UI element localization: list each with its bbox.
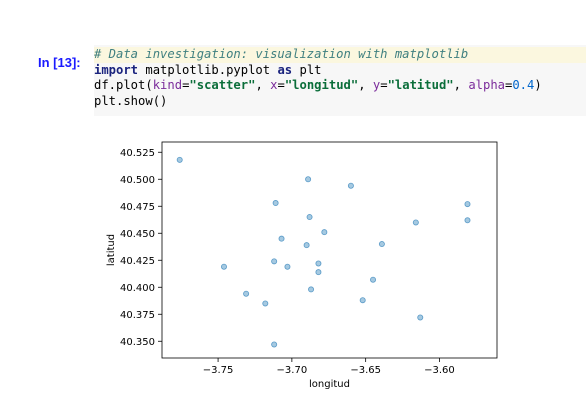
data-points	[176, 156, 471, 348]
y-tick-label: 40.350	[120, 337, 155, 348]
scatter-point	[315, 269, 322, 276]
scatter-point	[220, 263, 227, 270]
scatter-point	[417, 314, 424, 321]
x-value: "longitud"	[284, 78, 359, 92]
module-alias: plt	[299, 62, 322, 77]
kind-value: "scatter"	[189, 78, 256, 92]
y-tick-label: 40.400	[120, 283, 155, 294]
scatter-point	[305, 176, 312, 183]
scatter-point	[315, 260, 322, 267]
scatter-point	[308, 286, 315, 293]
scatter-point	[412, 219, 419, 226]
scatter-point	[271, 258, 278, 265]
scatter-point	[278, 235, 285, 242]
plot-area	[161, 141, 498, 359]
x-tick-label: −3.65	[350, 365, 381, 376]
y-axis-ticks: 40.350 40.375 40.400 40.425 40.450 40.475 40.5…	[120, 148, 162, 348]
code-comment: # Data investigation: visualization with…	[94, 47, 469, 61]
scatter-point	[271, 341, 278, 348]
scatter-point	[378, 241, 385, 248]
y-tick-label: 40.475	[120, 202, 155, 213]
x-axis-ticks: −3.75 −3.70 −3.65 −3.60	[203, 358, 455, 376]
alpha-value: 0.4	[512, 78, 535, 92]
x-tick-label: −3.60	[424, 365, 455, 376]
scatter-point	[303, 242, 310, 249]
scatter-point	[243, 290, 250, 297]
y-arg: y	[372, 78, 381, 92]
scatter-point	[321, 229, 328, 236]
x-tick-label: −3.75	[203, 365, 234, 376]
x-axis-label: longitud	[309, 379, 350, 390]
code-line-2: import matplotlib.pyplot as plt	[94, 63, 586, 79]
scatter-point	[306, 214, 313, 221]
scatter-point	[272, 200, 279, 207]
import-keyword: import	[94, 62, 139, 77]
scatter-point	[176, 156, 183, 163]
scatter-point	[464, 201, 471, 208]
kind-arg: kind	[152, 78, 183, 92]
x-arg: x	[270, 78, 278, 92]
y-tick-label: 40.500	[120, 175, 155, 186]
plot-call: df.plot(	[94, 78, 153, 92]
y-tick-label: 40.450	[120, 229, 155, 240]
show-call: plt.show()	[94, 93, 168, 108]
code-line-4: plt.show()	[94, 94, 586, 110]
module-name: matplotlib.pyplot	[145, 62, 271, 77]
y-value: "latitud"	[387, 78, 454, 92]
y-tick-label: 40.375	[120, 310, 155, 321]
y-tick-label: 40.425	[120, 256, 155, 267]
scatter-point	[284, 263, 291, 270]
code-line-3: df.plot(kind="scatter", x="longitud", y=…	[94, 78, 542, 92]
scatter-point	[370, 276, 377, 283]
y-axis-label: latitud	[106, 234, 117, 266]
y-tick-label: 40.525	[120, 148, 155, 159]
code-cell-input[interactable]: # Data investigation: visualization with…	[94, 45, 586, 116]
code-line-1: # Data investigation: visualization with…	[94, 47, 586, 63]
x-tick-label: −3.70	[277, 365, 308, 376]
alpha-arg: alpha	[468, 78, 505, 92]
scatter-point	[464, 217, 471, 224]
cell-prompt: In [13]:	[38, 55, 81, 70]
scatter-point	[262, 300, 269, 307]
scatter-point	[359, 297, 366, 304]
as-keyword: as	[277, 62, 293, 77]
scatter-point	[347, 182, 354, 189]
